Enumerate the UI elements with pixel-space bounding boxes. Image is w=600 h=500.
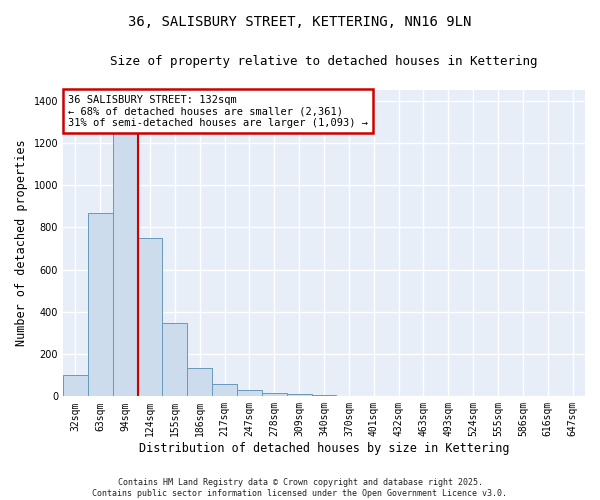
Bar [262,392,287,396]
Text: 36, SALISBURY STREET, KETTERING, NN16 9LN: 36, SALISBURY STREET, KETTERING, NN16 9L… [128,15,472,29]
Bar [212,384,237,396]
Bar [237,390,262,396]
Text: Contains HM Land Registry data © Crown copyright and database right 2025.
Contai: Contains HM Land Registry data © Crown c… [92,478,508,498]
Title: Size of property relative to detached houses in Kettering: Size of property relative to detached ho… [110,55,538,68]
Y-axis label: Number of detached properties: Number of detached properties [15,140,28,346]
Bar [287,394,311,396]
Bar [163,324,187,396]
Bar [187,368,212,396]
Bar [88,212,113,396]
Text: 36 SALISBURY STREET: 132sqm
← 68% of detached houses are smaller (2,361)
31% of : 36 SALISBURY STREET: 132sqm ← 68% of det… [68,94,368,128]
X-axis label: Distribution of detached houses by size in Kettering: Distribution of detached houses by size … [139,442,509,455]
Bar [137,238,163,396]
Bar [63,375,88,396]
Bar [113,120,137,396]
Bar [311,395,337,396]
